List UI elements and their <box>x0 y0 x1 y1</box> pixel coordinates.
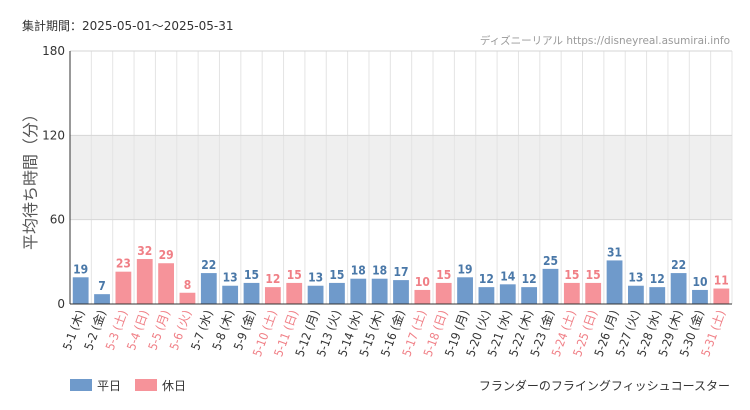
bar <box>200 273 217 304</box>
value-label: 22 <box>671 258 686 272</box>
axes <box>69 51 732 305</box>
legend: 平日 休日 <box>70 379 186 393</box>
bar <box>393 280 409 304</box>
bar <box>713 288 730 304</box>
bar <box>499 284 516 304</box>
bar <box>371 278 388 304</box>
band-rect <box>70 135 732 220</box>
bar <box>649 287 666 304</box>
value-label: 15 <box>287 268 302 282</box>
value-label: 14 <box>500 269 516 283</box>
y-axis-label: 平均待ち時間（分） <box>21 106 40 250</box>
value-label: 25 <box>543 254 558 268</box>
bar <box>136 259 153 304</box>
bar <box>628 285 644 304</box>
value-label: 15 <box>329 268 344 282</box>
value-label: 18 <box>351 264 366 278</box>
y-tick-label: 120 <box>42 128 65 142</box>
legend-label-holiday: 休日 <box>162 379 186 393</box>
y-tick-label: 180 <box>42 44 65 58</box>
value-label: 12 <box>522 272 537 286</box>
y-ticks: 0 60 120 180 <box>42 44 65 311</box>
bar <box>94 294 110 304</box>
y-tick-label: 60 <box>50 213 65 227</box>
attraction-name: フランダーのフライングフィッシュコースター <box>479 378 730 393</box>
bar <box>264 287 281 304</box>
bar <box>521 287 538 304</box>
bar <box>435 282 452 304</box>
value-label: 29 <box>159 248 174 262</box>
value-label: 13 <box>223 271 238 285</box>
bar <box>414 289 431 304</box>
value-label: 12 <box>265 272 280 286</box>
bar <box>563 282 580 304</box>
value-label: 15 <box>244 268 259 282</box>
value-label: 10 <box>692 275 707 289</box>
bar <box>670 273 687 304</box>
bar <box>286 282 303 304</box>
bar <box>692 289 708 304</box>
value-label: 15 <box>436 268 451 282</box>
value-label: 15 <box>564 268 579 282</box>
value-label: 8 <box>184 278 192 292</box>
bar <box>158 263 174 304</box>
bar <box>307 285 324 304</box>
bar <box>329 282 345 304</box>
bar <box>243 282 260 304</box>
grid <box>69 50 733 304</box>
value-label: 12 <box>650 272 665 286</box>
bar <box>222 285 239 304</box>
value-label: 32 <box>137 244 152 258</box>
value-label: 19 <box>458 262 473 276</box>
bar <box>115 271 132 304</box>
y-tick-label: 0 <box>57 297 65 311</box>
credit-label: ディズニーリアル https://disneyreal.asumirai.inf… <box>480 34 730 47</box>
value-label: 22 <box>201 258 216 272</box>
bar <box>478 287 495 304</box>
bar <box>457 277 473 304</box>
value-label: 13 <box>628 271 643 285</box>
bar <box>72 277 89 304</box>
value-label: 18 <box>372 264 387 278</box>
value-label: 13 <box>308 271 323 285</box>
period-label: 集計期間：2025-05-01〜2025-05-31 <box>22 18 233 33</box>
value-label: 12 <box>479 272 494 286</box>
bars: 19 7 23 32 29 8 22 13 15 12 15 13 15 18 18 17 10 15 19 12 14… <box>72 244 730 304</box>
value-label: 7 <box>98 279 106 293</box>
value-label: 10 <box>415 275 430 289</box>
bar <box>542 268 559 304</box>
legend-swatch-holiday <box>135 379 157 391</box>
value-label: 31 <box>607 245 622 259</box>
shaded-band <box>70 135 732 220</box>
bar <box>606 260 623 304</box>
bar <box>179 292 196 304</box>
value-label: 15 <box>586 268 601 282</box>
legend-label-weekday: 平日 <box>97 379 121 393</box>
x-ticks: 5-1 (木)5-2 (金)5-3 (土)5-4 (日)5-5 (月)5-6 (… <box>60 308 728 359</box>
bar <box>585 282 602 304</box>
value-label: 23 <box>116 257 131 271</box>
value-label: 17 <box>393 265 408 279</box>
value-label: 19 <box>73 262 88 276</box>
legend-swatch-weekday <box>70 379 92 391</box>
bar <box>350 278 367 304</box>
value-label: 11 <box>714 274 729 288</box>
